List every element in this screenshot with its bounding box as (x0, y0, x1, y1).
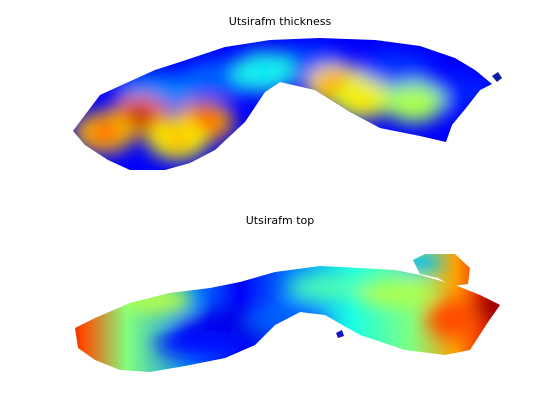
thickness-hotspot-layer (74, 47, 492, 160)
thickness-title: Utsirafm thickness (228, 15, 332, 28)
thickness-hotspot (161, 128, 194, 151)
thickness-hotspot (346, 87, 379, 110)
top-title: Utsirafm top (245, 214, 315, 227)
top-texture-blob (286, 275, 376, 300)
top-texture-blob (393, 254, 443, 273)
top-texture-blob (476, 288, 500, 325)
top-texture-blob (155, 329, 246, 358)
thickness-hotspot (88, 121, 121, 144)
top-texture-blob (427, 298, 478, 339)
small-island-1 (492, 72, 502, 82)
thickness-hotspot (247, 60, 280, 83)
thickness-heatmap (73, 38, 492, 170)
island-fragments (336, 72, 502, 338)
top-heatmap (75, 254, 500, 372)
top-texture-blob (247, 304, 328, 333)
thickness-hotspot (398, 91, 430, 114)
top-texture-blob (356, 281, 437, 306)
small-island-2 (336, 330, 344, 338)
thickness-hotspot (122, 105, 155, 128)
top-texture-blob (122, 286, 192, 314)
